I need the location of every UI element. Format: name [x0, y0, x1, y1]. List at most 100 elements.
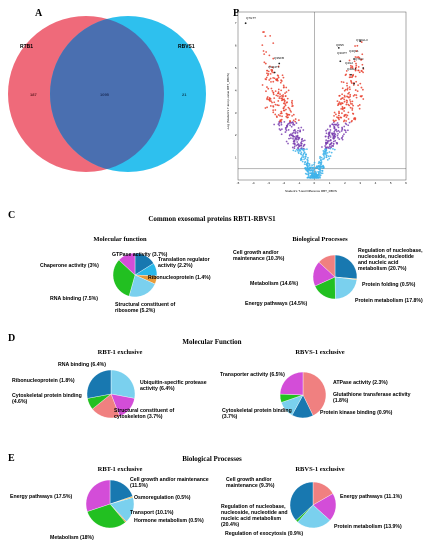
- volcano-point: [296, 149, 299, 152]
- volcano-point: [329, 147, 332, 150]
- volcano-point: [340, 80, 343, 83]
- pie-slice: [279, 371, 304, 396]
- volcano-point: [337, 114, 340, 117]
- volcano-point: [298, 136, 301, 139]
- volcano-point: [280, 123, 283, 126]
- volcano-point: [280, 110, 283, 113]
- volcano-point: [361, 95, 363, 97]
- volcano-point: [357, 69, 360, 72]
- volcano-point: [336, 116, 338, 118]
- volcano-label-q7gtt: Q7GTT: [246, 16, 257, 20]
- volcano-point: [293, 142, 296, 145]
- volcano-point: [338, 110, 340, 113]
- volcano-point: [300, 126, 303, 129]
- venn-left-label: RTB1: [20, 44, 34, 50]
- volcano-point: [332, 140, 335, 143]
- volcano-point: [333, 148, 336, 151]
- volcano-point: [312, 171, 315, 174]
- volcano-point: [288, 107, 291, 110]
- volcano-point: [298, 150, 301, 152]
- volcano-point: [294, 132, 297, 135]
- volcano-point: [287, 89, 290, 92]
- volcano-point: [341, 87, 344, 90]
- volcano-point: [268, 99, 271, 102]
- volcano-point: [343, 106, 346, 109]
- volcano-point: [341, 97, 343, 100]
- volcano-point: [349, 99, 351, 101]
- volcano-point: [347, 118, 350, 120]
- volcano-point: [306, 164, 309, 167]
- volcano-point: [266, 98, 269, 101]
- volcano-point: [293, 147, 296, 150]
- volcano-point: [270, 80, 272, 83]
- volcano-point: [277, 123, 280, 126]
- volcano-point: [318, 175, 320, 177]
- volcano-point: [358, 107, 361, 110]
- volcano-point: [286, 101, 289, 104]
- venn-diagram: [8, 16, 206, 172]
- volcano-point: [327, 155, 330, 158]
- volcano-point: [338, 131, 341, 133]
- volcano-point: [351, 109, 354, 111]
- volcano-point: [331, 132, 334, 135]
- volcano-point: [283, 98, 286, 101]
- volcano-point: [327, 135, 330, 138]
- volcano-point: [264, 62, 267, 65]
- volcano-point: [262, 31, 264, 33]
- volcano-point: [273, 77, 276, 80]
- volcano-xlabel: Student's T-test Difference RBT_RBVS: [285, 189, 337, 193]
- volcano-point: [321, 146, 323, 148]
- volcano-point: [351, 107, 354, 110]
- volcano-point: [279, 95, 281, 98]
- volcano-point: [292, 131, 295, 134]
- volcano-point: [292, 113, 295, 116]
- volcano-point: [274, 103, 277, 106]
- volcano-point: [266, 72, 268, 75]
- volcano-point: [362, 71, 364, 74]
- volcano-point: [326, 158, 329, 161]
- volcano-point: [354, 89, 357, 91]
- panel-e-title: Biological Processes: [182, 455, 242, 463]
- volcano-point: [333, 130, 336, 133]
- panel-letter-d: D: [8, 333, 16, 344]
- pie-c-right: [312, 254, 358, 300]
- volcano-point: [277, 104, 280, 107]
- volcano-point: [348, 59, 351, 62]
- volcano-point: [273, 97, 276, 99]
- volcano-point: [361, 53, 364, 56]
- pie-d-left: [86, 369, 136, 419]
- volcano-point: [264, 107, 267, 109]
- volcano-point: [331, 133, 334, 136]
- pie-slice: [334, 254, 358, 280]
- volcano-point: [305, 153, 307, 156]
- volcano-point: [347, 111, 350, 114]
- volcano-label-q7dhl3: Q7DHL3: [356, 38, 368, 42]
- volcano-point: [277, 91, 280, 93]
- label-e-cell-growth-r: Cell growth and/or maintenance (9.3%): [226, 477, 275, 489]
- volcano-point: [351, 112, 354, 115]
- volcano-point: [347, 124, 350, 127]
- volcano-point: [358, 56, 361, 59]
- volcano-point: [285, 140, 288, 143]
- volcano-point: [291, 134, 294, 137]
- volcano-point: [289, 137, 292, 139]
- volcano-ylabel: -Log (Student's T-test p-value RBT_RBVS): [226, 73, 230, 130]
- volcano-point: [294, 118, 297, 120]
- volcano-point: [266, 74, 269, 77]
- volcano-point: [309, 176, 312, 179]
- volcano-point: [329, 125, 331, 128]
- volcano-point: [274, 90, 277, 92]
- volcano-point: [337, 123, 340, 126]
- volcano-point: [308, 163, 311, 165]
- volcano-point: [320, 156, 323, 159]
- volcano-point: [286, 113, 289, 116]
- volcano-point: [280, 112, 283, 115]
- volcano-x-tick: 5: [390, 181, 392, 185]
- volcano-point: [293, 145, 296, 148]
- volcano-point: [271, 70, 273, 73]
- volcano-plot: -5 -4 -3 -2 -1 0 1 2 3 4 5 6 7 6 5 4 3 2 1: [235, 11, 407, 185]
- label-c-regulation: Regulation of nucleobase, nucleoside, nu…: [358, 248, 423, 272]
- volcano-point: [311, 176, 314, 179]
- volcano-point: [276, 104, 279, 106]
- volcano-label-q3nfb: Q3NFB: [274, 56, 285, 60]
